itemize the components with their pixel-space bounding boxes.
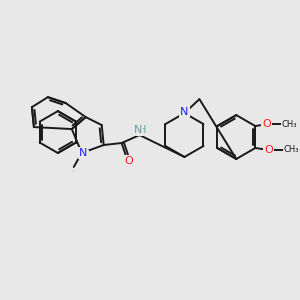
Text: N: N	[79, 148, 87, 158]
Text: O: O	[264, 145, 273, 155]
Text: O: O	[124, 156, 133, 166]
Text: N: N	[73, 171, 74, 172]
Text: H: H	[139, 125, 146, 135]
Text: CH₃: CH₃	[284, 146, 299, 154]
Text: N: N	[134, 125, 142, 135]
Text: CH₃: CH₃	[281, 120, 297, 129]
Text: N: N	[80, 151, 88, 161]
Text: O: O	[262, 119, 271, 129]
Text: N: N	[72, 173, 73, 174]
Text: N: N	[180, 107, 189, 117]
